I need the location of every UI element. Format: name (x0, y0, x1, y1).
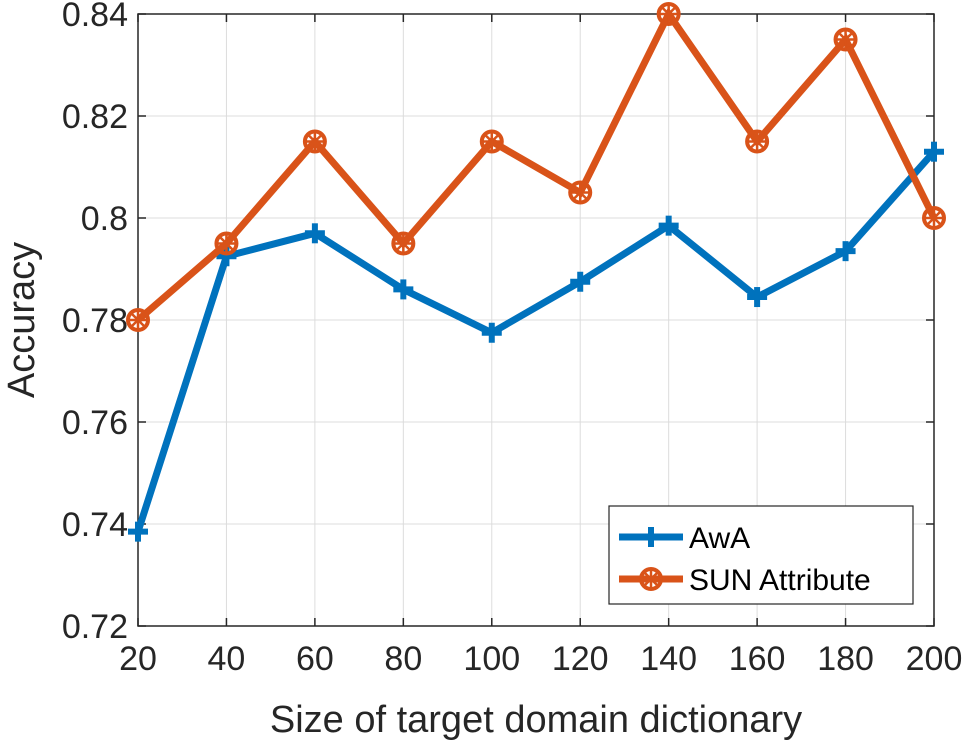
data-point-marker-spoke (836, 30, 855, 49)
legend-entry: SUN Attribute (619, 564, 871, 597)
legend-entry: AwA (619, 522, 750, 555)
y-axis-ticks: 0.72 0.74 0.76 0.78 0.8 0.82 0.84 (62, 0, 934, 646)
y-tick-label: 0.76 (62, 404, 128, 442)
legend-box (608, 505, 914, 605)
y-tick-label: 0.74 (62, 506, 128, 544)
x-tick-label: 140 (640, 640, 697, 678)
x-tick-label: 160 (729, 640, 786, 678)
x-axis-ticks: 20 40 60 80 100 120 140 160 180 200 (119, 14, 962, 678)
series-sun-attribute (126, 2, 946, 332)
x-tick-label: 200 (906, 640, 963, 678)
x-tick-label: 60 (296, 640, 334, 678)
data-point-marker-spoke (748, 132, 766, 151)
series-line (134, 149, 937, 533)
data-point-marker-spoke (925, 209, 943, 227)
y-tick-label: 0.72 (62, 608, 128, 646)
x-tick-label: 80 (384, 640, 422, 678)
legend-marker-spoke (642, 570, 660, 588)
y-tick-label: 0.84 (62, 0, 128, 34)
data-point-marker-spoke (660, 5, 678, 23)
x-tick-label: 120 (552, 640, 609, 678)
x-tick-label: 100 (463, 640, 520, 678)
x-axis-label: Size of target domain dictionary (270, 699, 802, 741)
y-axis-label: Accuracy (1, 242, 43, 398)
legend-label: SUN Attribute (689, 564, 871, 597)
data-point-marker-spoke (129, 311, 147, 329)
y-tick-label: 0.8 (81, 200, 128, 238)
legend: AwA SUN Attribute (608, 505, 914, 605)
y-tick-label: 0.78 (62, 302, 128, 340)
series-line (135, 7, 938, 323)
data-point-marker-spoke (217, 234, 236, 253)
series-lines (126, 2, 946, 542)
series-awa (128, 141, 944, 542)
x-tick-label: 40 (208, 640, 246, 678)
x-tick-label: 180 (817, 640, 874, 678)
data-point-marker-spoke (306, 132, 324, 151)
data-point-marker-spoke (483, 132, 501, 151)
x-tick-label: 20 (119, 640, 157, 678)
data-point-marker-spoke (571, 183, 589, 202)
legend-label: AwA (689, 522, 750, 555)
data-point-marker-spoke (394, 234, 412, 253)
y-tick-label: 0.82 (62, 98, 128, 136)
